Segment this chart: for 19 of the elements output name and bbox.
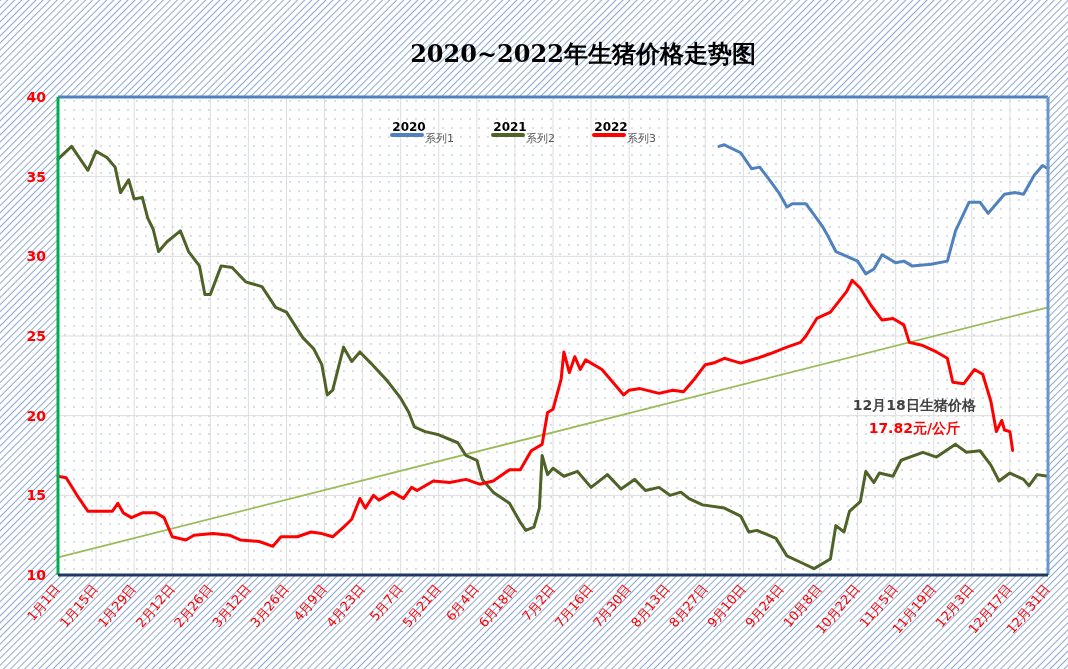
- legend-label: 系列1: [425, 132, 454, 145]
- y-tick-label: 15: [26, 487, 46, 504]
- y-tick-label: 40: [26, 89, 47, 105]
- y-tick-label: 25: [26, 328, 46, 344]
- annotation: 12月18日生猪价格: [852, 397, 977, 414]
- y-tick-label: 35: [26, 168, 46, 185]
- annotation: 2021: [493, 120, 527, 134]
- legend-label: 系列2: [526, 132, 555, 145]
- annotation: 2020: [392, 120, 426, 134]
- y-tick-label: 20: [26, 407, 47, 424]
- legend-item: 系列3: [592, 132, 656, 145]
- annotation: 2022: [594, 120, 628, 134]
- y-tick-label: 30: [26, 248, 47, 265]
- y-tick-label: 10: [26, 567, 47, 583]
- chart-title: 2020~2022年生猪价格走势图: [410, 39, 756, 68]
- legend-label: 系列3: [627, 132, 656, 145]
- annotation: 17.82元/公斤: [868, 420, 961, 437]
- legend-item: 系列2: [491, 132, 555, 145]
- legend-item: 系列1: [390, 132, 454, 145]
